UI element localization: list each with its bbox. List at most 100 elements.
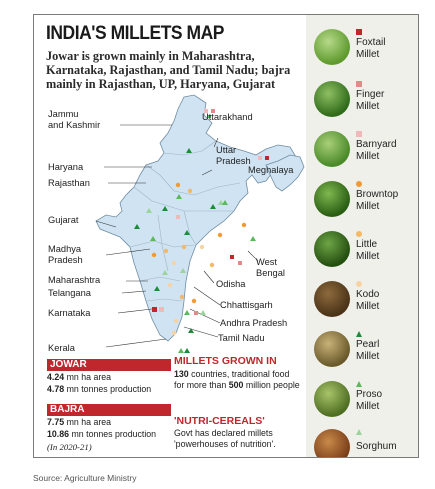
legend-label: Sorghum (356, 441, 397, 452)
legend-triangle-icon (356, 381, 362, 387)
pearl-marker (188, 328, 194, 333)
legend-item: Sorghum (306, 425, 418, 457)
little-marker (209, 262, 215, 268)
label-karnataka: Karnataka (48, 308, 91, 318)
proso-photo (314, 381, 350, 417)
northeast-outline (265, 154, 305, 192)
finger-marker (238, 261, 242, 265)
sorghum-marker (200, 310, 206, 315)
label-jammu-kashmir: Jammu and Kashmir (48, 109, 101, 130)
browntop-marker (151, 252, 157, 258)
proso-marker (208, 115, 211, 118)
sorghum-marker (180, 268, 186, 273)
legend-triangle-icon (356, 331, 362, 337)
crop-markers (134, 109, 269, 353)
millets-infographic: INDIA'S MILLETS MAP Jowar is grown mainl… (33, 14, 419, 458)
proso-marker (176, 194, 182, 199)
browntop-marker (217, 232, 223, 238)
label-odisha: Odisha (216, 279, 246, 289)
source-note: Source: Agriculture Ministry (33, 473, 137, 483)
kodo-marker (173, 318, 179, 324)
foxtail-marker (152, 307, 157, 312)
legend-label: Proso Millet (356, 389, 383, 412)
legend-item: Foxtail Millet (306, 25, 418, 71)
legend-label: Foxtail Millet (356, 37, 386, 60)
legend-square-icon (356, 29, 362, 35)
little-marker (181, 244, 187, 250)
label-gujarat: Gujarat (48, 215, 79, 225)
legend-label: Barnyard Millet (356, 139, 397, 162)
legend-triangle-icon (356, 429, 362, 435)
proso-marker (178, 348, 184, 353)
pearl-marker (184, 230, 190, 235)
label-madhya-pradesh: Madhya Pradesh (48, 244, 83, 265)
label-rajasthan: Rajasthan (48, 178, 90, 188)
foxtail-marker (265, 156, 269, 160)
pearl-marker (162, 206, 168, 211)
kodo-marker (199, 244, 205, 250)
label-haryana: Haryana (48, 162, 84, 172)
little-marker (187, 188, 193, 194)
legend-item: Kodo Millet (306, 277, 418, 323)
label-kerala: Kerala (48, 343, 75, 353)
legend-label: Little Millet (356, 239, 380, 262)
grown-text: 130 countries, traditional food for more… (174, 369, 300, 390)
pearl-marker (184, 348, 190, 353)
barnyard-photo (314, 131, 350, 167)
barnyard-marker (204, 109, 208, 113)
legend-label: Pearl Millet (356, 339, 380, 362)
jowar-header: JOWAR (47, 359, 171, 371)
little-marker (179, 294, 185, 300)
browntop-photo (314, 181, 350, 217)
barnyard-marker (176, 215, 180, 219)
sorghum-photo (314, 429, 350, 457)
legend-item: Proso Millet (306, 377, 418, 423)
foxtail-photo (314, 29, 350, 65)
legend-label: Browntop Millet (356, 189, 399, 212)
barnyard-marker (159, 307, 164, 312)
grown-header: MILLETS GROWN IN (174, 355, 277, 367)
label-uttarakhand: Uttarakhand (202, 112, 253, 122)
jowar-area: 4.24 mn ha area (47, 372, 112, 382)
pearl-marker (154, 286, 160, 291)
bajra-production: 10.86 mn tonnes production (47, 429, 157, 439)
proso-marker (184, 310, 190, 315)
subtitle: Jowar is grown mainly in Maharashtra, Ka… (46, 49, 291, 91)
legend-circle-icon (356, 181, 362, 187)
bajra-year-note: (In 2020-21) (47, 442, 92, 452)
browntop-marker (241, 222, 247, 228)
kodo-marker (171, 330, 177, 336)
legend-square-icon (356, 81, 362, 87)
legend-item: Finger Millet (306, 77, 418, 123)
little-marker (163, 248, 169, 254)
label-tamil-nadu: Tamil Nadu (218, 333, 265, 343)
page-title: INDIA'S MILLETS MAP (46, 23, 224, 44)
legend-label: Finger Millet (356, 89, 385, 112)
pearl-marker (186, 148, 192, 153)
label-maharashtra: Maharashtra (48, 275, 101, 285)
kodo-marker (167, 282, 173, 288)
legend-panel: Foxtail Millet Finger Millet Barnyard Mill… (306, 15, 418, 457)
kodo-photo (314, 281, 350, 317)
sorghum-marker (218, 200, 224, 205)
legend-square-icon (356, 131, 362, 137)
leader-lines (95, 124, 259, 348)
browntop-marker (175, 182, 181, 188)
legend-item: Little Millet (306, 227, 418, 273)
little-photo (314, 231, 350, 267)
legend-circle-icon (356, 231, 362, 237)
label-meghalaya: Meghalaya (248, 165, 294, 175)
label-telangana: Telangana (48, 288, 91, 298)
finger-marker (194, 311, 198, 315)
foxtail-marker (230, 255, 234, 259)
proso-marker (150, 236, 156, 241)
legend-label: Kodo Millet (356, 289, 380, 312)
pearl-photo (314, 331, 350, 367)
proso-marker (222, 200, 228, 205)
jowar-production: 4.78 mn tonnes production (47, 384, 152, 394)
legend-circle-icon (356, 281, 362, 287)
legend-item: Barnyard Millet (306, 127, 418, 173)
legend-item: Browntop Millet (306, 177, 418, 223)
label-chhattisgarh: Chhattisgarh (220, 300, 273, 310)
label-andhra-pradesh: Andhra Pradesh (220, 318, 288, 328)
